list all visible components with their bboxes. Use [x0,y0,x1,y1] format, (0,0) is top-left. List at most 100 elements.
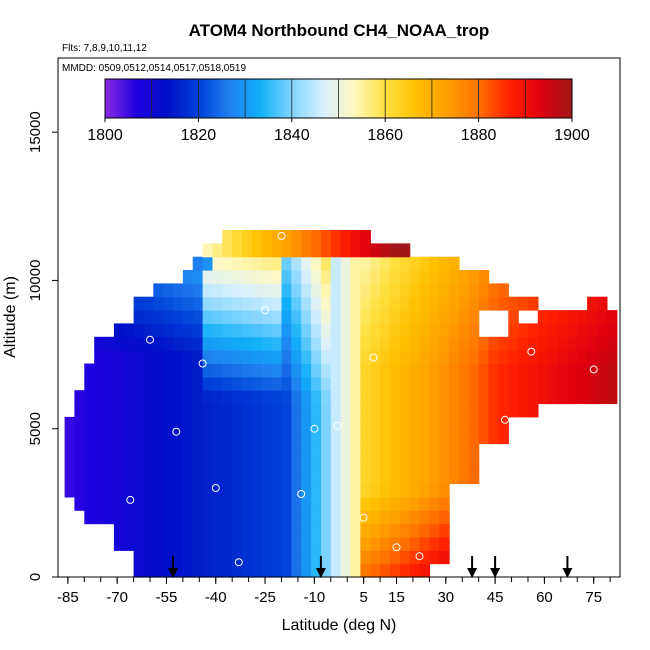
ch4-cell [222,470,233,485]
ch4-cell [301,376,312,391]
ch4-cell [202,403,214,418]
ch4-cell [212,496,223,511]
ch4-cell [153,296,164,311]
ch4-cell [212,403,223,418]
ch4-cell [222,430,233,445]
ch4-cell [311,416,322,431]
ch4-cell [360,230,371,244]
ch4-cell [587,376,598,391]
ch4-cell [202,523,214,538]
ch4-cell [399,510,411,525]
colorbar-tick-label: 1900 [554,127,590,144]
ch4-cell [153,283,164,298]
y-tick-label: 0 [27,573,44,581]
ch4-cell [419,537,430,551]
ch4-cell [212,523,223,538]
ch4-cell [449,363,460,378]
ch4-cell [311,376,322,391]
ch4-cell [242,243,253,258]
ch4-cell [320,350,332,364]
ch4-cell [389,523,401,538]
ch4-cell [488,430,499,445]
ch4-cell [380,283,391,298]
ch4-cell [222,270,233,284]
ch4-cell [340,403,352,418]
ch4-cell [291,310,302,324]
ch4-cell [439,363,450,378]
x-tick-label: -55 [156,589,178,606]
ch4-cell [488,390,499,405]
ch4-cell [94,510,105,525]
ch4-cell [340,350,352,364]
ch4-cell [192,523,204,538]
ch4-cell [182,563,194,578]
ch4-cell [606,323,618,338]
ch4-cell [330,483,342,498]
y-axis-label: Altitude (m) [2,276,19,358]
ch4-cell [64,483,76,498]
ch4-cell [64,430,76,445]
ch4-cell [251,510,263,525]
ch4-cell [232,296,243,311]
ch4-cell [547,376,559,391]
ch4-cell [251,376,263,391]
ch4-cell [182,336,194,351]
ch4-cell [360,430,371,445]
ch4-cell [478,376,490,391]
ch4-cell [311,563,322,578]
ch4-cell [547,390,559,405]
ch4-cell [468,416,480,431]
ch4-cell [143,350,154,364]
ch4-cell [192,376,204,391]
ch4-cell [468,323,480,338]
ch4-cell [202,483,214,498]
ch4-cell [360,470,371,485]
ch4-cell [182,270,194,284]
ch4-cell [360,296,371,311]
ch4-cell [163,283,174,298]
ch4-cell [173,310,184,324]
ch4-cell [587,350,598,364]
ch4-cell [389,270,401,284]
ch4-cell [320,376,332,391]
colorbar-tick-label: 1840 [274,127,310,144]
ch4-cell [577,323,588,338]
ch4-cell [291,510,302,525]
ch4-cell [113,496,125,511]
ch4-cell [459,363,470,378]
ch4-cell [419,256,430,271]
ch4-cell [508,403,519,418]
ch4-cell [232,323,243,338]
ch4-cell [370,270,381,284]
sample-marker [297,490,306,498]
ch4-cell [123,430,135,445]
ch4-cell [84,470,95,485]
ch4-cell [123,496,135,511]
ch4-cell [439,310,450,324]
ch4-cell [291,230,302,244]
ch4-cell [281,376,292,391]
ch4-cell [173,443,184,458]
ch4-cell [192,483,204,498]
ch4-cell [419,430,430,445]
ch4-cell [439,256,450,271]
ch4-cell [94,430,105,445]
x-tick-label: -25 [254,589,276,606]
ch4-cell [597,323,608,338]
ch4-cell [311,310,322,324]
ch4-cell [182,403,194,418]
ch4-cell [449,443,460,458]
ch4-cell [84,376,95,391]
ch4-cell [399,403,411,418]
ch4-cell [143,443,154,458]
ch4-cell [133,296,145,311]
ch4-cell [419,550,430,565]
ch4-cell [153,550,164,565]
ch4-cell [360,376,371,391]
ch4-cell [498,296,509,311]
ch4-cell [251,537,263,551]
ch4-cell [547,310,559,324]
ch4-cell [232,376,243,391]
ch4-cell [399,323,411,338]
ch4-cell [242,456,253,471]
